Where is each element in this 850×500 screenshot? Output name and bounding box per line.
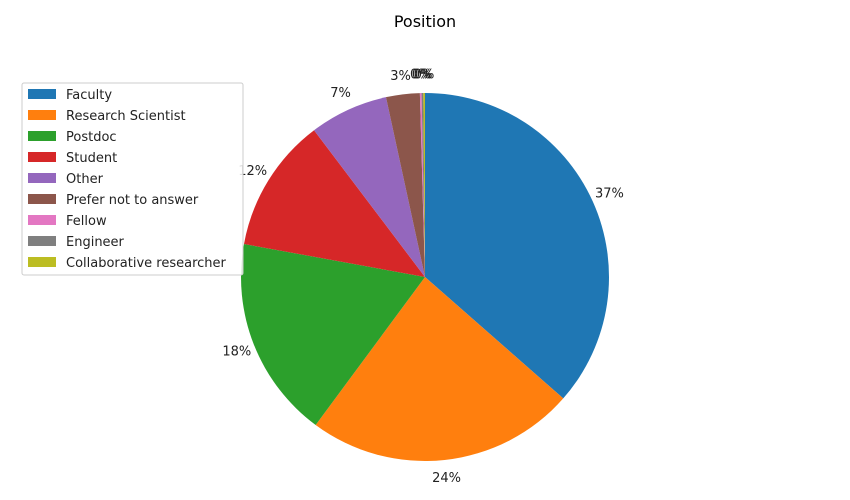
legend-label-prefer-not-to-answer: Prefer not to answer [66, 193, 199, 208]
slice-faculty [425, 93, 609, 399]
legend-swatch-fellow [28, 215, 56, 225]
percent-label-other: 7% [330, 86, 351, 101]
legend-label-postdoc: Postdoc [66, 130, 117, 145]
percent-label-research-scientist: 24% [432, 471, 461, 486]
legend-label-research-scientist: Research Scientist [66, 109, 186, 124]
percent-label-collaborative-researcher: 0% [414, 68, 435, 83]
slice-fellow [419, 93, 425, 277]
pie-percent-labels: 37%24%18%12%7%3% 0%0%0% [222, 68, 624, 487]
legend-swatch-research-scientist [28, 110, 56, 120]
slice-other [314, 97, 425, 278]
legend-swatch-prefer-not-to-answer [28, 194, 56, 204]
legend-swatch-faculty [28, 89, 56, 99]
percent-label-engineer: 0% [412, 68, 433, 83]
legend-swatch-engineer [28, 236, 56, 246]
legend: Faculty Research Scientist Postdoc Student O… [21, 82, 244, 276]
legend-label-engineer: Engineer [66, 235, 125, 250]
legend-swatch-student [28, 152, 56, 162]
legend-label-other: Other [66, 172, 104, 187]
percent-label-prefer-not-to-answer: 3% [390, 69, 411, 84]
slice-research-scientist [315, 277, 564, 461]
percent-label-faculty: 37% [595, 187, 624, 202]
slice-collaborative-researcher [423, 93, 425, 277]
pie-slices [241, 93, 609, 461]
percent-label-student: 12% [238, 164, 267, 179]
slice-engineer [421, 93, 425, 277]
percent-label-fellow: 0% [410, 68, 431, 83]
legend-label-faculty: Faculty [66, 88, 112, 103]
slice-prefer-not-to-answer [385, 93, 425, 277]
legend-frame [21, 82, 244, 276]
chart-title: Position [394, 12, 456, 31]
legend-swatch-postdoc [28, 131, 56, 141]
legend-label-student: Student [66, 151, 117, 166]
legend-items: Faculty Research Scientist Postdoc Student O… [28, 88, 227, 271]
legend-label-fellow: Fellow [66, 214, 107, 229]
legend-label-collaborative-researcher: Collaborative researcher [66, 256, 227, 271]
legend-swatch-collaborative-researcher [28, 257, 56, 267]
legend-swatch-other [28, 173, 56, 183]
slice-student [243, 130, 425, 277]
percent-label-postdoc: 18% [222, 345, 251, 360]
slice-postdoc [241, 243, 425, 425]
